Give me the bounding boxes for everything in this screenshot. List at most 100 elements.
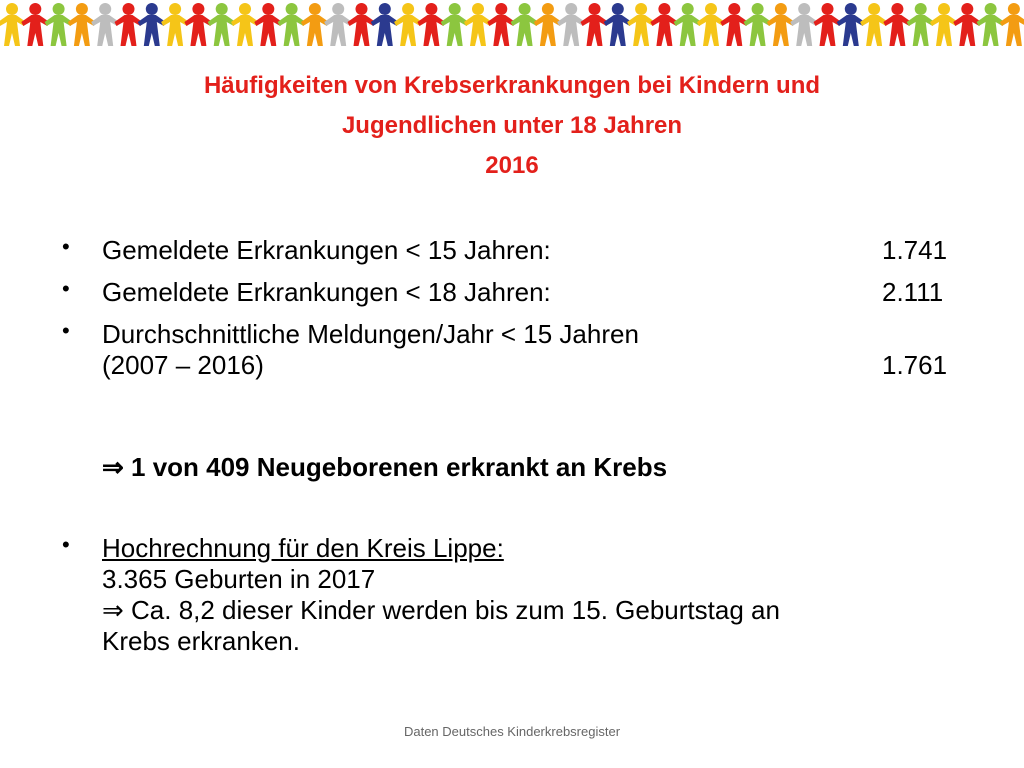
doll-part (541, 3, 554, 15)
paper-doll (673, 3, 702, 46)
stat-value: 2.111 (882, 277, 944, 307)
doll-part (1007, 3, 1020, 15)
doll-part (611, 3, 624, 15)
doll-part (565, 3, 578, 15)
stat-label: Durchschnittliche Meldungen/Jahr < 15 Ja… (102, 319, 639, 349)
paper-doll (394, 3, 423, 46)
doll-part (603, 15, 632, 46)
doll-part (844, 3, 857, 15)
paper-doll (533, 3, 562, 46)
doll-part (184, 15, 213, 46)
paper-doll (44, 3, 73, 46)
bullet: • (62, 318, 70, 343)
paper-doll (207, 3, 236, 46)
paper-doll (440, 3, 469, 46)
doll-part (510, 15, 539, 46)
stat-label: Gemeldete Erkrankungen < 15 Jahren: (102, 235, 551, 265)
doll-part (938, 3, 950, 15)
paper-doll (114, 3, 143, 46)
paper-doll (930, 3, 958, 46)
doll-part (67, 15, 96, 46)
paper-doll (161, 3, 190, 46)
doll-part (332, 3, 345, 15)
paper-doll (883, 3, 912, 46)
doll-part (860, 15, 889, 46)
paper-doll (277, 3, 306, 46)
projection-line: Krebs erkranken. (102, 626, 300, 656)
doll-part (821, 3, 834, 15)
paper-doll (976, 3, 1005, 46)
conclusion: ⇒ 1 von 409 Neugeborenen erkrankt an Kre… (102, 452, 668, 482)
paper-doll (627, 3, 656, 46)
paper-doll (580, 3, 609, 46)
doll-part (650, 15, 679, 46)
bullet: • (62, 532, 70, 557)
doll-part (705, 3, 717, 15)
doll-part (324, 15, 353, 46)
doll-part (254, 15, 283, 46)
doll-part (751, 3, 764, 15)
doll-part (813, 15, 842, 46)
doll-part (277, 15, 306, 46)
doll-part (207, 15, 236, 46)
doll-part (355, 3, 368, 15)
doll-part (891, 3, 904, 15)
projection-line: ⇒ Ca. 8,2 dieser Kinder werden bis zum 1… (102, 595, 780, 625)
doll-part (75, 3, 88, 15)
doll-part (425, 3, 438, 15)
title-line: Jugendlichen unter 18 Jahren (341, 112, 683, 139)
bullet: • (62, 234, 70, 259)
doll-part (231, 15, 259, 46)
stat-value: 1.741 (882, 235, 948, 265)
doll-part (308, 3, 321, 15)
paper-doll (487, 3, 516, 46)
doll-part (464, 15, 492, 46)
doll-part (697, 15, 725, 46)
doll-part (976, 15, 1005, 46)
doll-part (518, 3, 531, 15)
paper-doll (464, 3, 492, 46)
doll-part (836, 15, 865, 46)
doll-part (417, 15, 446, 46)
bullet: • (62, 276, 70, 301)
paper-doll (603, 3, 632, 46)
paper-doll-banner (0, 3, 1024, 46)
doll-part (984, 3, 997, 15)
paper-doll (300, 3, 329, 46)
doll-part (192, 3, 205, 15)
doll-part (999, 15, 1024, 46)
doll-part (766, 15, 795, 46)
paper-doll (790, 3, 819, 46)
paper-doll (67, 3, 96, 46)
doll-part (743, 15, 772, 46)
doll-part (790, 15, 819, 46)
doll-part (588, 3, 601, 15)
paper-doll (697, 3, 725, 46)
stat-label: (2007 – 2016) (102, 350, 264, 380)
doll-part (370, 15, 399, 46)
projection-heading: Hochrechnung für den Kreis Lippe: (102, 533, 504, 563)
doll-part (495, 3, 508, 15)
doll-part (681, 3, 694, 15)
doll-part (472, 3, 484, 15)
doll-part (137, 15, 166, 46)
doll-part (6, 3, 18, 15)
doll-part (402, 3, 415, 15)
paper-doll (906, 3, 935, 46)
doll-part (440, 15, 469, 46)
paper-doll (766, 3, 795, 46)
paper-doll (557, 3, 586, 46)
paper-doll (21, 3, 50, 46)
paper-doll (254, 3, 283, 46)
doll-part (953, 15, 982, 46)
doll-part (378, 3, 391, 15)
doll-part (961, 3, 974, 15)
doll-part (914, 3, 927, 15)
doll-part (239, 3, 251, 15)
doll-part (533, 15, 562, 46)
projection-line: 3.365 Geburten in 2017 (102, 564, 376, 594)
paper-doll (137, 3, 166, 46)
doll-part (798, 3, 811, 15)
doll-part (728, 3, 741, 15)
doll-part (930, 15, 958, 46)
